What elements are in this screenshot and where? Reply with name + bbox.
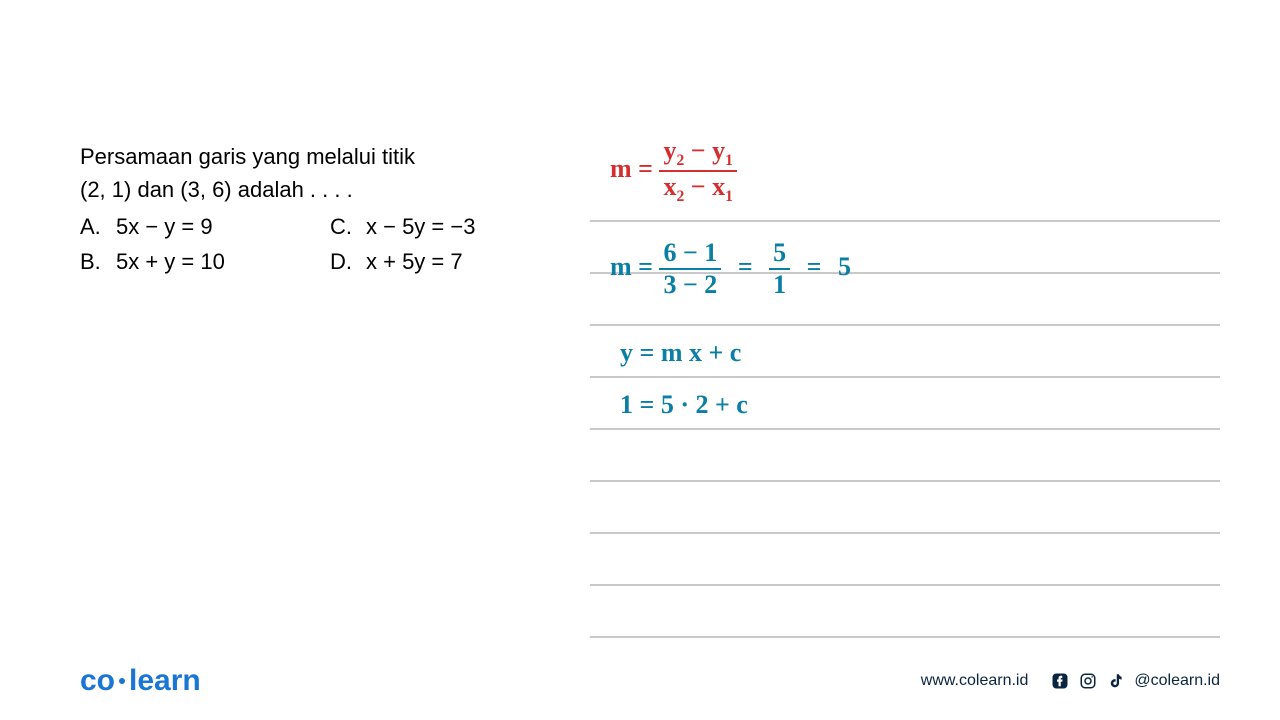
formula-denominator: x2 − x1 [659,172,736,206]
calc-lhs: m = [610,252,653,281]
calc-fraction-1: 6 − 1 3 − 2 [659,238,721,300]
facebook-icon [1050,671,1070,691]
options-grid: A. 5x − y = 9 C. x − 5y = −3 B. 5x + y =… [80,210,560,278]
option-text: 5x + y = 10 [116,245,225,278]
brand-logo: co learn [80,664,201,698]
tiktok-icon [1106,671,1126,691]
option-text: x + 5y = 7 [366,245,463,278]
calc-eq-2: = [807,252,822,281]
line-equation: y = m x + c [620,338,741,368]
formula-lhs: m = [610,154,653,183]
question-line-2: (2, 1) dan (3, 6) adalah . . . . [80,173,560,206]
social-icons: @colearn.id [1050,671,1220,691]
calc-den-1: 3 − 2 [659,270,721,300]
formula-numerator: y2 − y1 [659,136,736,172]
formula-fraction: y2 − y1 x2 − x1 [659,136,736,206]
substitution: 1 = 5 · 2 + c [620,390,748,420]
brand-co: co [80,664,115,698]
option-label: D. [330,245,354,278]
option-a: A. 5x − y = 9 [80,210,310,243]
brand-dot-icon [119,678,125,684]
footer-url: www.colearn.id [921,672,1029,690]
option-label: C. [330,210,354,243]
calc-num-1: 6 − 1 [659,238,721,270]
question-text: Persamaan garis yang melalui titik (2, 1… [80,140,560,206]
slope-calculation: m = 6 − 1 3 − 2 = 5 1 = 5 [610,238,851,300]
calc-num-2: 5 [769,238,790,270]
option-c: C. x − 5y = −3 [330,210,560,243]
instagram-icon [1078,671,1098,691]
footer: co learn www.colearn.id @colearn.id [0,664,1280,698]
calc-result: 5 [838,252,851,281]
option-label: B. [80,245,104,278]
footer-handle: @colearn.id [1134,672,1220,690]
brand-learn: learn [129,664,201,698]
question-panel: Persamaan garis yang melalui titik (2, 1… [80,140,560,278]
ruled-line [590,586,1220,638]
slope-formula: m = y2 − y1 x2 − x1 [610,136,737,206]
calc-eq-1: = [738,252,753,281]
question-line-1: Persamaan garis yang melalui titik [80,140,560,173]
footer-right: www.colearn.id @colearn.id [921,671,1220,691]
calc-den-2: 1 [769,270,790,300]
ruled-line [590,430,1220,482]
option-d: D. x + 5y = 7 [330,245,560,278]
option-text: 5x − y = 9 [116,210,213,243]
ruled-line [590,534,1220,586]
ruled-line [590,482,1220,534]
option-text: x − 5y = −3 [366,210,475,243]
content-area: Persamaan garis yang melalui titik (2, 1… [0,0,1280,278]
option-b: B. 5x + y = 10 [80,245,310,278]
notebook-panel: m = y2 − y1 x2 − x1 m = 6 − 1 3 − 2 = 5 … [590,140,1220,278]
option-label: A. [80,210,104,243]
calc-fraction-2: 5 1 [769,238,790,300]
